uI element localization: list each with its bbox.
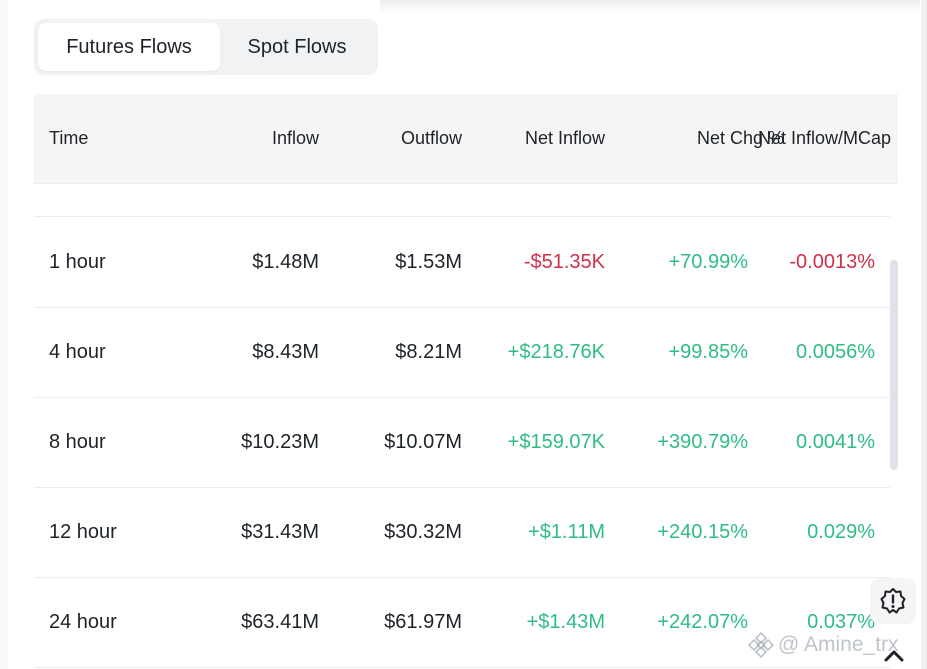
table-row: 24 hour $63.41M $61.97M +$1.43M +242.07%…	[34, 577, 890, 668]
cell-outflow: $61.97M	[384, 611, 462, 633]
cell-outflow: $10.07M	[384, 431, 462, 453]
cell-time: 8 hour	[49, 431, 106, 453]
top-shadow	[380, 0, 920, 14]
cell-net-chg: +70.99%	[668, 251, 748, 273]
cell-inflow: $10.23M	[241, 431, 319, 453]
cell-net-inflow-mcap: -0.0013%	[789, 251, 875, 273]
cell-inflow: $63.41M	[241, 611, 319, 633]
frame-edge-right	[921, 0, 927, 669]
chevron-up-icon	[884, 650, 904, 661]
cell-net-inflow-mcap: 0.0056%	[796, 341, 875, 363]
col-header-time: Time	[49, 128, 89, 148]
cell-outflow: $8.21M	[395, 341, 462, 363]
watermark-text: @ Amine_trx	[778, 633, 899, 656]
cell-net-chg: +242.07%	[657, 611, 748, 633]
cell-net-inflow: +$159.07K	[507, 431, 605, 453]
cell-net-inflow-mcap: 0.037%	[807, 611, 875, 633]
settings-float-button[interactable]	[870, 578, 916, 624]
cell-time: 24 hour	[49, 611, 117, 633]
cell-outflow: $1.53M	[395, 251, 462, 273]
cell-net-inflow-mcap: 0.029%	[807, 521, 875, 543]
table-divider	[34, 216, 890, 217]
cell-time: 4 hour	[49, 341, 106, 363]
cell-net-inflow: +$218.76K	[507, 341, 605, 363]
table-row: 4 hour $8.43M $8.21M +$218.76K +99.85% 0…	[34, 307, 890, 398]
cell-inflow: $1.48M	[252, 251, 319, 273]
watermark: @ Amine_trx	[748, 628, 899, 662]
frame-edge-left	[0, 0, 8, 669]
cell-net-inflow: +$1.11M	[528, 521, 605, 543]
gear-badge-icon	[880, 588, 906, 614]
col-header-net-inflow-mcap: Net Inflow/MCap	[757, 128, 891, 148]
col-header-outflow: Outflow	[400, 128, 462, 148]
scroll-top-button[interactable]	[876, 640, 912, 669]
cell-net-inflow: +$1.43M	[526, 611, 605, 633]
tab-spot-flows[interactable]: Spot Flows	[247, 35, 347, 58]
tab-futures-flows[interactable]: Futures Flows	[38, 23, 220, 71]
col-header-net-inflow: Net Inflow	[524, 128, 605, 148]
cell-time: 12 hour	[49, 521, 117, 543]
table-row: 12 hour $31.43M $30.32M +$1.11M +240.15%…	[34, 487, 890, 578]
cell-net-inflow-mcap: 0.0041%	[796, 431, 875, 453]
cell-inflow: $8.43M	[252, 341, 319, 363]
table-header: Time Inflow Outflow Net Inflow Net Chg %…	[34, 94, 898, 184]
cell-time: 1 hour	[49, 251, 106, 273]
cell-outflow: $30.32M	[384, 521, 462, 543]
cell-inflow: $31.43M	[241, 521, 319, 543]
cell-net-chg: +390.79%	[657, 431, 748, 453]
cell-net-chg: +99.85%	[668, 341, 748, 363]
binance-logo-icon	[748, 632, 774, 658]
col-header-net-chg: Net Chg %	[696, 128, 784, 148]
cell-net-inflow: -$51.35K	[523, 251, 605, 273]
table-row: 1 hour $1.48M $1.53M -$51.35K +70.99% -0…	[34, 217, 890, 308]
flows-tab-group: Futures Flows Spot Flows	[34, 19, 378, 75]
table-row: 8 hour $10.23M $10.07M +$159.07K +390.79…	[34, 397, 890, 488]
col-header-inflow: Inflow	[271, 128, 319, 148]
scrollbar-thumb[interactable]	[890, 260, 898, 470]
cell-net-chg: +240.15%	[657, 521, 748, 543]
